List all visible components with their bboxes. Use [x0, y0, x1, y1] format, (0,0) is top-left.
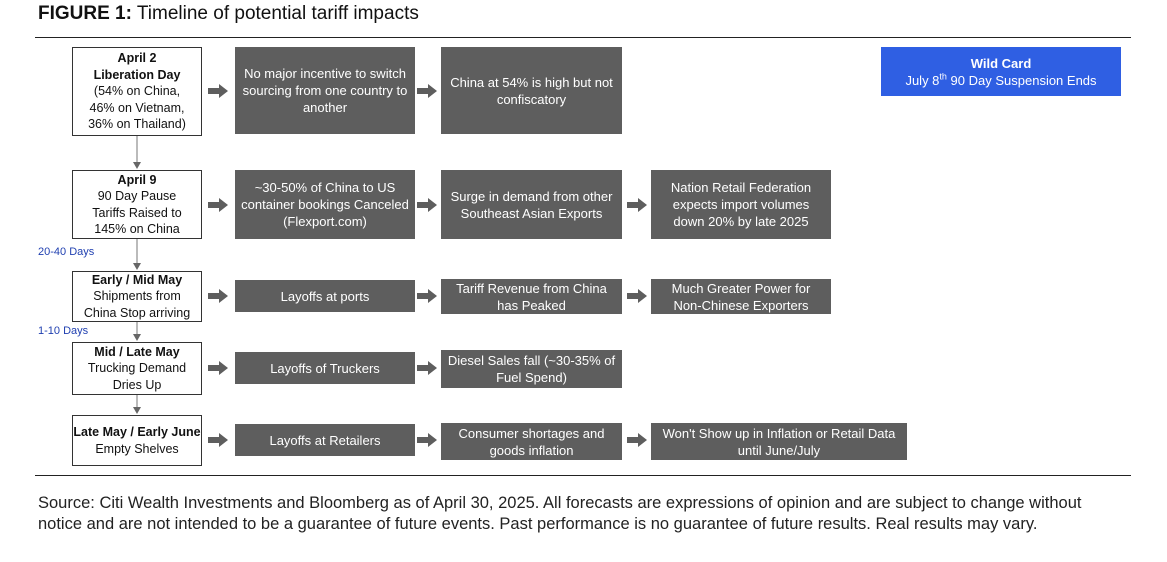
- down-arrow-icon: [133, 136, 141, 169]
- impact-box: Won't Show up in Inflation or Retail Dat…: [651, 423, 907, 460]
- impact-box: Layoffs of Truckers: [235, 352, 415, 384]
- down-arrow-icon: [133, 395, 141, 414]
- wild-card-title: Wild Card: [970, 55, 1032, 71]
- impact-box: China at 54% is high but not confiscator…: [441, 47, 622, 134]
- impact-box: Tariff Revenue from China has Peaked: [441, 279, 622, 314]
- wild-card-line: July 8th 90 Day Suspension Ends: [905, 71, 1097, 88]
- event-line: 46% on Vietnam,: [89, 100, 185, 115]
- right-arrow-icon: [208, 84, 228, 98]
- right-arrow-icon: [627, 433, 647, 447]
- wild-card-box: Wild Card July 8th 90 Day Suspension End…: [881, 47, 1121, 96]
- right-arrow-icon: [208, 433, 228, 447]
- interval-label-first: 20-40 Days: [38, 246, 95, 258]
- event-box-mid-late-may: Mid / Late May Trucking Demand Dries Up: [72, 342, 202, 395]
- right-arrow-icon: [417, 433, 437, 447]
- impact-box: No major incentive to switch sourcing fr…: [235, 47, 415, 134]
- right-arrow-icon: [208, 289, 228, 303]
- impact-box: Surge in demand from other Southeast Asi…: [441, 170, 622, 239]
- event-head: Late May / Early June: [73, 425, 201, 439]
- down-arrow-icon: [133, 239, 141, 270]
- interval-label-second: 1-10 Days: [38, 325, 89, 337]
- impact-box: Consumer shortages and goods inflation: [441, 423, 622, 460]
- event-line: Empty Shelves: [95, 441, 179, 456]
- event-box-early-mid-may: Early / Mid May Shipments from China Sto…: [72, 271, 202, 322]
- right-arrow-icon: [417, 84, 437, 98]
- event-line: Trucking Demand: [87, 361, 187, 376]
- event-head: Mid / Late May: [94, 344, 180, 359]
- event-line: Dries Up: [112, 377, 162, 392]
- right-arrow-icon: [208, 198, 228, 212]
- impact-box: Nation Retail Federation expects import …: [651, 170, 831, 239]
- right-arrow-icon: [417, 198, 437, 212]
- impact-box: Layoffs at ports: [235, 280, 415, 312]
- source-note: Source: Citi Wealth Investments and Bloo…: [38, 494, 1082, 533]
- event-box-late-may-early-june: Late May / Early June Empty Shelves: [72, 415, 202, 466]
- event-line: (54% on China,: [93, 84, 181, 99]
- event-head: April 9: [117, 172, 157, 187]
- figure-title: FIGURE 1: Timeline of potential tariff i…: [38, 3, 419, 25]
- impact-box: ~30-50% of China to US container booking…: [235, 170, 415, 239]
- top-rule: [35, 37, 1131, 38]
- right-arrow-icon: [417, 361, 437, 375]
- right-arrow-icon: [208, 361, 228, 375]
- event-line: Liberation Day: [93, 67, 181, 82]
- event-box-april-2: April 2 Liberation Day (54% on China, 46…: [72, 47, 202, 136]
- figure-label: FIGURE 1:: [38, 3, 132, 24]
- event-head: April 2: [117, 51, 157, 66]
- event-head: Early / Mid May: [91, 272, 183, 287]
- impact-box: Much Greater Power for Non-Chinese Expor…: [651, 279, 831, 314]
- event-line: 145% on China: [94, 222, 180, 236]
- right-arrow-icon: [417, 289, 437, 303]
- event-line: Shipments from: [93, 289, 181, 304]
- right-arrow-icon: [627, 289, 647, 303]
- impact-box: Diesel Sales fall (~30-35% of Fuel Spend…: [441, 350, 622, 388]
- event-box-april-9: April 9 90 Day Pause Tariffs Raised to 1…: [72, 170, 202, 239]
- right-arrow-icon: [627, 198, 647, 212]
- bottom-rule: [35, 475, 1131, 476]
- event-line: 90 Day Pause: [97, 189, 177, 203]
- impact-box: Layoffs at Retailers: [235, 424, 415, 456]
- figure-title-text: Timeline of potential tariff impacts: [136, 3, 419, 24]
- event-line: 36% on Thailand): [88, 117, 186, 132]
- down-arrow-icon: [133, 322, 141, 341]
- event-line: China Stop arriving: [83, 305, 191, 320]
- event-line: Tariffs Raised to: [92, 205, 182, 220]
